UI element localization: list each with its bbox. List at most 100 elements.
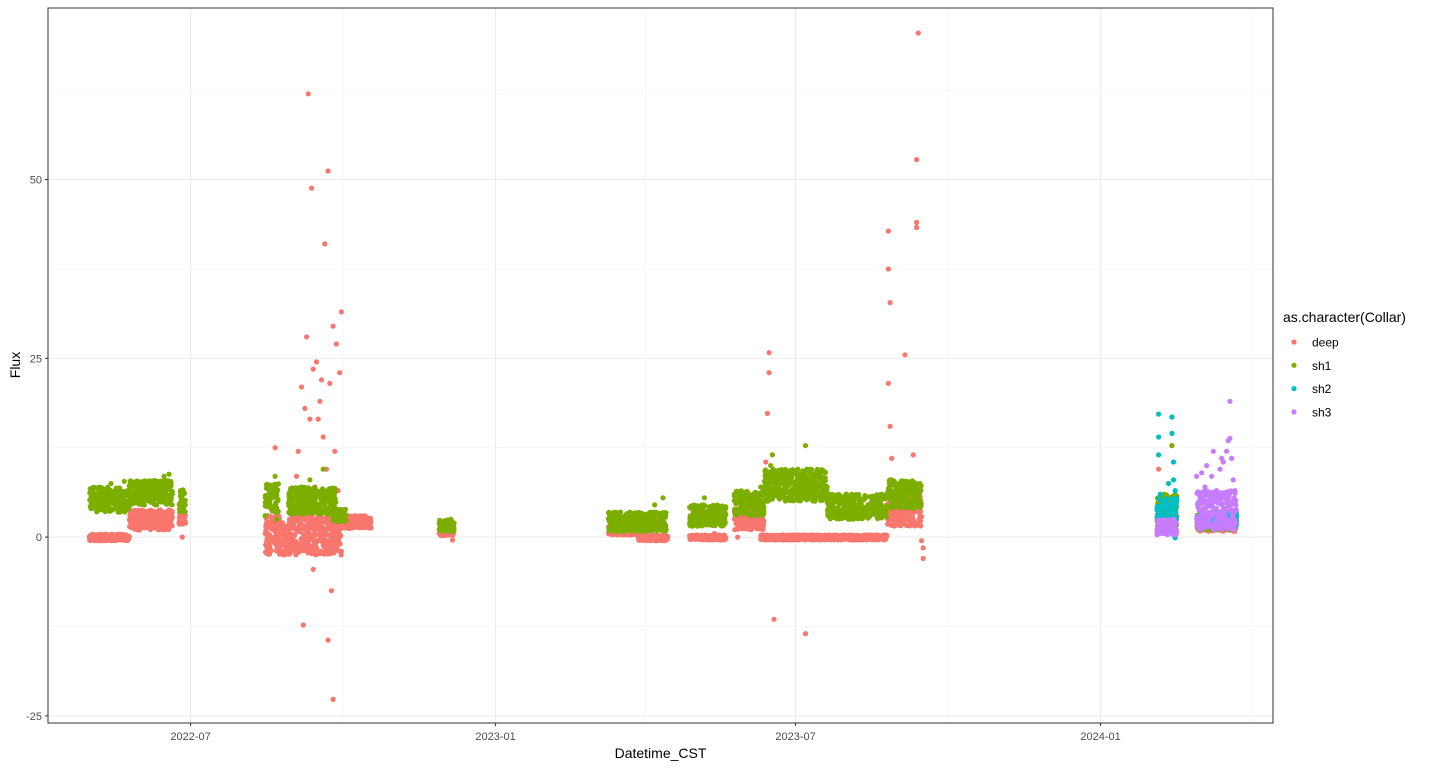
sh1-point — [331, 501, 336, 506]
deep-point — [767, 370, 772, 375]
deep-point — [329, 527, 334, 532]
sh1-point — [637, 516, 642, 521]
sh1-point — [756, 491, 761, 496]
sh1-point — [309, 495, 314, 500]
deep-point — [181, 517, 186, 522]
sh1-point — [757, 501, 762, 506]
deep-point — [311, 567, 316, 572]
sh1-point — [328, 487, 333, 492]
deep-point — [334, 341, 339, 346]
sh1-point — [151, 501, 156, 506]
deep-point — [799, 534, 804, 539]
sh1-point — [340, 518, 345, 523]
deep-point — [107, 535, 112, 540]
deep-point — [120, 535, 125, 540]
deep-point — [871, 533, 876, 538]
deep-point — [163, 510, 168, 515]
sh1-point — [275, 497, 280, 502]
deep-point — [299, 384, 304, 389]
deep-point — [657, 537, 662, 542]
sh1-point — [115, 507, 120, 512]
sh1-point — [292, 499, 297, 504]
deep-point — [331, 697, 336, 702]
sh1-point — [276, 481, 281, 486]
deep-point — [765, 411, 770, 416]
sh1-point — [451, 525, 456, 530]
sh1-point — [689, 505, 694, 510]
deep-point — [273, 445, 278, 450]
sh1-point — [630, 526, 635, 531]
deep-point — [148, 527, 153, 532]
sh1-point — [641, 524, 646, 529]
deep-point — [699, 535, 704, 540]
deep-point — [87, 535, 92, 540]
deep-point — [319, 520, 324, 525]
deep-point — [894, 514, 899, 519]
sh1-point — [137, 491, 142, 496]
sh1-point — [751, 505, 756, 510]
sh1-point — [740, 496, 745, 501]
deep-point — [326, 168, 331, 173]
deep-point — [291, 520, 296, 525]
deep-point — [316, 532, 321, 537]
deep-point — [94, 536, 99, 541]
sh1-point — [613, 511, 618, 516]
sh1-point — [663, 510, 668, 515]
deep-point — [132, 524, 137, 529]
sh1-point — [652, 516, 657, 521]
sh1-point — [267, 498, 272, 503]
deep-point — [162, 519, 167, 524]
deep-point — [718, 535, 723, 540]
sh1-point — [320, 487, 325, 492]
sh1-point — [269, 507, 274, 512]
sh1-point — [732, 507, 737, 512]
sh1-point — [646, 519, 651, 524]
sh1-point — [760, 512, 765, 517]
sh1-point — [656, 518, 661, 523]
deep-point — [334, 535, 339, 540]
deep-point — [757, 525, 762, 530]
deep-point — [309, 551, 314, 556]
sh1-point — [183, 509, 188, 514]
deep-point — [919, 538, 924, 543]
deep-point — [276, 535, 281, 540]
sh1-point — [609, 515, 614, 520]
sh1-point — [117, 485, 122, 490]
sh1-point — [303, 501, 308, 506]
deep-point — [825, 535, 830, 540]
deep-point — [297, 529, 302, 534]
deep-point — [317, 399, 322, 404]
deep-point — [889, 456, 894, 461]
deep-point — [327, 381, 332, 386]
deep-point — [911, 452, 916, 457]
deep-point — [304, 334, 309, 339]
deep-point — [808, 535, 813, 540]
deep-point — [859, 534, 864, 539]
sh1-point — [125, 507, 130, 512]
sh1-point — [620, 523, 625, 528]
sh1-point — [332, 490, 337, 495]
deep-point — [287, 549, 292, 554]
sh1-point — [103, 508, 108, 513]
deep-point — [325, 551, 330, 556]
deep-point — [168, 521, 173, 526]
sh1-point — [162, 498, 167, 503]
sh1-point — [90, 493, 95, 498]
deep-point — [854, 536, 859, 541]
sh1-point — [147, 484, 152, 489]
deep-point — [357, 517, 362, 522]
deep-point — [886, 381, 891, 386]
sh1-point — [320, 507, 325, 512]
sh1-point — [118, 500, 123, 505]
deep-point — [332, 449, 337, 454]
deep-point — [127, 513, 132, 518]
deep-point — [296, 449, 301, 454]
deep-point — [1156, 467, 1161, 472]
deep-point — [302, 406, 307, 411]
deep-point — [299, 517, 304, 522]
deep-point — [309, 532, 314, 537]
deep-point — [324, 532, 329, 537]
